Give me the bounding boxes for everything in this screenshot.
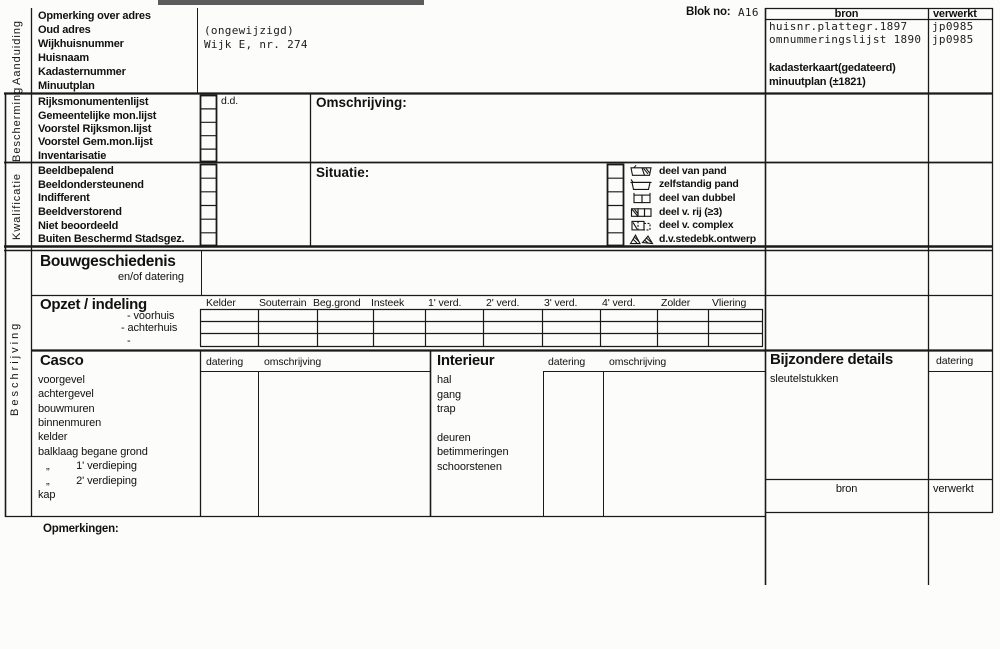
omschrijving-heading: Omschrijving:	[316, 95, 407, 110]
situatie-option-label: deel van dubbel	[659, 192, 736, 204]
aanduiding-row-label: Huisnaam	[38, 52, 89, 64]
bijzondere-row-label: sleutelstukken	[770, 373, 839, 385]
situatie-option-label: deel van pand	[659, 165, 727, 177]
kwalificatie-row-label: Beeldondersteunend	[38, 179, 144, 191]
opzet-column-header: Kelder	[206, 297, 236, 309]
casco-datering-header: datering	[206, 356, 244, 368]
typed-value-oud-adres: (ongewijzigd)	[204, 24, 294, 37]
opzet-column-header: 1' verd.	[428, 297, 462, 309]
interieur-row-label: trap	[437, 403, 456, 415]
deel-v-rij-icon	[630, 208, 652, 217]
interieur-row-label: gang	[437, 389, 462, 401]
verwerkt-cell: jp0985	[932, 20, 974, 33]
casco-row-label: kap	[38, 489, 56, 501]
opzet-column-header: Vliering	[712, 297, 747, 309]
casco-row-label: kelder	[38, 431, 68, 443]
interieur-row-label: deuren	[437, 432, 471, 444]
bouwgeschiedenis-subheading: en/of datering	[118, 271, 184, 283]
deel-van-dubbel-icon	[633, 192, 651, 204]
interieur-row-label: betimmeringen	[437, 446, 509, 458]
opzet-column-header: Beg.grond	[313, 297, 361, 309]
bescherming-row-label: Inventarisatie	[38, 150, 107, 162]
scan-artifact-bar	[158, 0, 424, 5]
casco-row-label: „ 2' verdieping	[46, 475, 137, 487]
opzet-column-header: Insteek	[371, 297, 405, 309]
opzet-column-header: Souterrain	[259, 297, 307, 309]
section-label-bescherming: Bescherming	[11, 86, 23, 162]
casco-row-label: achtergevel	[38, 388, 94, 400]
casco-heading: Casco	[40, 352, 84, 369]
situatie-option-label: d.v.stedebk.ontwerp	[659, 233, 756, 245]
bron-column-header: bron	[834, 8, 859, 20]
casco-row-label: bouwmuren	[38, 403, 95, 415]
kwalificatie-row-label: Niet beoordeeld	[38, 220, 119, 232]
dd-label: d.d.	[221, 95, 239, 107]
kwalificatie-row-label: Beeldbepalend	[38, 165, 114, 177]
bescherming-row-label: Voorstel Rijksmon.lijst	[38, 123, 152, 135]
situatie-option-label: zelfstandig pand	[659, 178, 739, 190]
aanduiding-row-label: Kadasternummer	[38, 66, 126, 78]
bron-cell: huisnr.plattegr.1897	[769, 20, 908, 33]
aanduiding-row-label: Minuutplan	[38, 80, 95, 92]
bescherming-row-label: Gemeentelijke mon.lijst	[38, 110, 157, 122]
kwalificatie-row-label: Indifferent	[38, 192, 90, 204]
opzet-column-header: Zolder	[661, 297, 691, 309]
aanduiding-row-label: Opmerking over adres	[38, 10, 151, 22]
opzet-row-label: - achterhuis	[121, 322, 178, 334]
bouwgeschiedenis-heading: Bouwgeschiedenis	[40, 253, 176, 270]
interieur-row-label: schoorstenen	[437, 461, 502, 473]
casco-row-label: binnenmuren	[38, 417, 102, 429]
opzet-column-header: 3' verd.	[544, 297, 578, 309]
bijzondere-details-heading: Bijzondere details	[770, 351, 893, 368]
interieur-row-label: hal	[437, 374, 452, 386]
interieur-omschrijving-header: omschrijving	[609, 356, 667, 368]
blok-no-value: A16	[738, 6, 759, 19]
bron-cell: omnummeringslijst 1890	[769, 33, 922, 46]
section-label-aanduiding: Aanduiding	[11, 19, 23, 85]
kwalificatie-row-label: Buiten Beschermd Stadsgez.	[38, 233, 185, 245]
situatie-option-label: deel v. rij (≥3)	[659, 206, 723, 218]
bijzondere-bron-header: bron	[835, 483, 858, 495]
interieur-datering-header: datering	[548, 356, 586, 368]
verwerkt-cell: jp0985	[932, 33, 974, 46]
aanduiding-row-label: Wijkhuisnummer	[38, 38, 124, 50]
casco-omschrijving-header: omschrijving	[264, 356, 322, 368]
opmerkingen-heading: Opmerkingen:	[43, 523, 119, 535]
situatie-option-label: deel v. complex	[659, 219, 734, 231]
opzet-column-header: 2' verd.	[486, 297, 520, 309]
situatie-heading: Situatie:	[316, 165, 370, 180]
deel-van-pand-icon	[630, 164, 652, 176]
bron-cell-written: kadasterkaart(gedateerd)	[769, 62, 896, 74]
kwalificatie-row-label: Beeldverstorend	[38, 206, 122, 218]
blok-no-label: Blok no:	[686, 6, 731, 18]
casco-row-label: „ 1' verdieping	[46, 460, 137, 472]
opzet-column-header: 4' verd.	[602, 297, 636, 309]
verwerkt-column-header: verwerkt	[933, 8, 977, 20]
opzet-row-label: - voorhuis	[127, 310, 175, 322]
casco-row-label: balklaag begane grond	[38, 446, 148, 458]
bescherming-row-label: Voorstel Gem.mon.lijst	[38, 136, 153, 148]
bijzondere-datering-header: datering	[936, 355, 974, 367]
section-label-beschrijving: Beschrijving	[9, 320, 21, 416]
casco-row-label: voorgevel	[38, 374, 85, 386]
interieur-heading: Interieur	[437, 352, 495, 369]
aanduiding-row-label: Oud adres	[38, 24, 91, 36]
opzet-indeling-heading: Opzet / indeling	[40, 296, 147, 313]
zelfstandig-pand-icon	[630, 179, 652, 190]
deel-v-complex-icon	[631, 220, 651, 231]
stedebouwkundig-ontwerp-icon	[629, 233, 654, 245]
opzet-row-label: -	[127, 335, 131, 347]
bijzondere-verwerkt-header: verwerkt	[933, 483, 974, 495]
bron-cell-written: minuutplan (±1821)	[769, 76, 866, 88]
typed-value-wijkhuisnummer: Wijk E, nr. 274	[204, 38, 308, 51]
section-label-kwalificatie: Kwalificatie	[11, 172, 23, 240]
bescherming-row-label: Rijksmonumentenlijst	[38, 96, 149, 108]
